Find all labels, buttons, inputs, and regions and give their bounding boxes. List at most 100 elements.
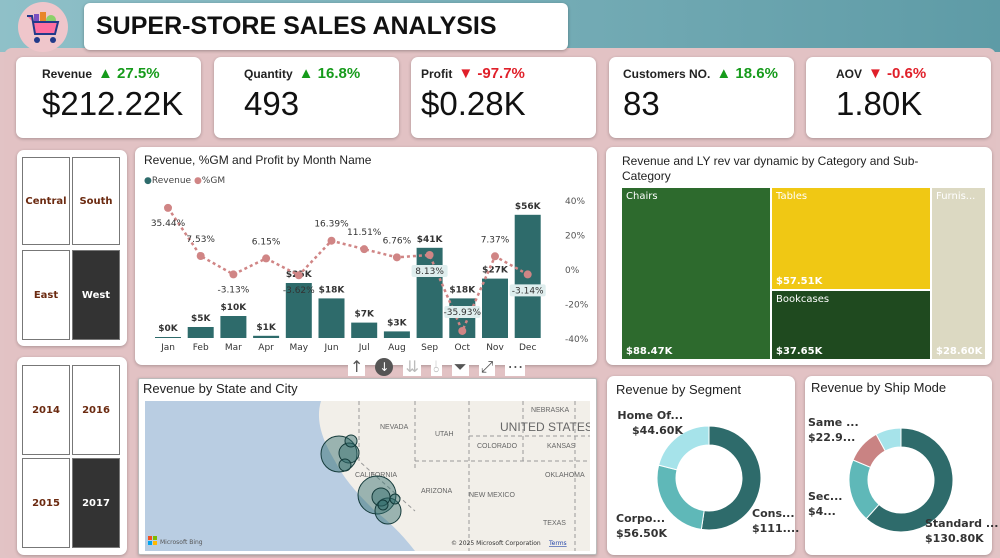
kpi-value: 493: [244, 85, 300, 122]
shipmode-donut-card: Revenue by Ship Mode Same ... $22.9... Se…: [805, 376, 998, 555]
map-label: UNITED STATES: [500, 420, 590, 434]
chart-legend: ●Revenue ●%GM: [144, 176, 226, 186]
focus-mode-icon[interactable]: ⤢: [478, 357, 496, 376]
y2-tick-label: 40%: [565, 197, 585, 207]
kpi-label: Revenue: [42, 67, 93, 81]
revenue-data-label: $1K: [256, 323, 277, 333]
kpi-revenue: Revenue ▲ 27.5% $212.22K: [16, 57, 201, 138]
legend-gm: %GM: [201, 176, 226, 186]
slice-label-home-office: Home Of... $44.60K: [617, 409, 683, 437]
x-tick-label: Feb: [193, 343, 209, 353]
kpi-label: Profit: [421, 67, 453, 81]
x-tick-label: Apr: [258, 343, 274, 353]
x-tick-label: Jun: [323, 343, 338, 353]
revenue-data-label: $18K: [319, 285, 346, 295]
treemap-tile-furnishings[interactable]: Furnis... $28.60K: [931, 187, 986, 360]
filter-icon[interactable]: ⏷: [451, 357, 469, 376]
segment-donut-card: Revenue by Segment Home Of... $44.60K Cor…: [607, 376, 799, 555]
slicer-item-central[interactable]: Central: [22, 157, 70, 245]
expand-next-level-icon[interactable]: ⇊: [403, 357, 421, 376]
gm-point: [294, 271, 303, 280]
revenue-data-label: $41K: [417, 235, 444, 245]
revenue-bar: [416, 247, 443, 338]
donut-slice: [848, 459, 880, 520]
gm-data-label: 11.51%: [347, 228, 382, 238]
y2-tick-label: 0%: [565, 266, 580, 276]
x-tick-label: Mar: [225, 343, 242, 353]
slicer-item-2015[interactable]: 2015: [22, 458, 70, 548]
map[interactable]: NEVADA UTAH COLORADO KANSAS NEBRASKA UNI…: [145, 401, 590, 551]
donut-slice: [865, 427, 954, 533]
revenue-bar: [383, 331, 410, 338]
map-label: NEW MEXICO: [469, 492, 515, 499]
chart-title: Revenue, %GM and Profit by Month Name: [144, 153, 372, 167]
kpi-change: ▼ -97.7%: [458, 65, 525, 82]
kpi-customers: Customers NO. ▲ 18.6% 83: [609, 57, 794, 138]
gm-data-label: -3.13%: [217, 285, 249, 295]
map-card: Revenue by State and City NEVADA UTAH CO…: [138, 378, 597, 555]
x-tick-label: Dec: [519, 343, 536, 353]
map-label: COLORADO: [477, 443, 518, 450]
treemap-title: Revenue and LY rev var dynamic by Catego…: [622, 154, 919, 183]
map-label: NEBRASKA: [531, 407, 569, 414]
gm-data-label: -35.93%: [444, 308, 482, 318]
map-label: OKLAHOMA: [545, 472, 585, 479]
segment-donut: [656, 425, 762, 531]
revenue-data-label: $18K: [449, 285, 476, 295]
slicer-item-2016[interactable]: 2016: [72, 365, 120, 455]
kpi-value: 1.80K: [836, 85, 923, 122]
map-label: KANSAS: [547, 443, 576, 450]
gm-point: [392, 253, 401, 262]
revenue-data-label: $7K: [354, 310, 375, 320]
gm-point: [229, 270, 238, 279]
map-copyright: © 2025 Microsoft Corporation: [451, 540, 541, 547]
slice-label-corporate: Corpo... $56.50K: [616, 512, 667, 540]
revenue-bar: [482, 278, 508, 338]
treemap-tile-chairs[interactable]: Chairs $88.47K: [621, 187, 771, 360]
x-tick-label: Jul: [358, 343, 370, 353]
x-tick-label: Aug: [388, 343, 406, 353]
y2-tick-label: -40%: [565, 335, 589, 345]
kpi-label: AOV: [836, 67, 863, 81]
map-bubble: [344, 434, 358, 448]
gm-point: [458, 326, 467, 335]
kpi-value: $0.28K: [421, 85, 526, 122]
slicer-item-east[interactable]: East: [22, 250, 70, 340]
gm-data-label: 6.76%: [383, 236, 412, 246]
gm-label-background: [444, 305, 481, 318]
map-bubble: [338, 442, 360, 464]
gm-point: [327, 236, 336, 245]
slicer-item-west[interactable]: West: [72, 250, 120, 340]
kpi-change: ▼ -0.6%: [868, 65, 927, 82]
map-terms-link[interactable]: Terms: [548, 540, 567, 547]
treemap-tile-tables[interactable]: Tables $57.51K: [771, 187, 931, 290]
kpi-label: Customers NO.: [623, 67, 711, 81]
y2-tick-label: -20%: [565, 301, 589, 311]
revenue-bar: [155, 337, 181, 338]
slicer-item-2017[interactable]: 2017: [72, 458, 120, 548]
x-tick-label: Nov: [486, 343, 504, 353]
gm-data-label: -3.62%: [283, 286, 315, 296]
slicer-item-2014[interactable]: 2014: [22, 365, 70, 455]
revenue-data-label: $3K: [387, 318, 408, 328]
gm-data-label: 8.13%: [415, 267, 444, 277]
gm-point: [164, 203, 172, 212]
drill-up-icon[interactable]: ↑: [348, 357, 366, 376]
slice-label-standard: Standard ... $130.80K: [925, 517, 999, 545]
drill-down-icon[interactable]: ↓: [375, 358, 394, 376]
x-tick-label: Oct: [455, 343, 471, 353]
treemap-tile-bookcases[interactable]: Bookcases $37.65K: [771, 290, 931, 360]
slice-label-second-class: Sec... $4...: [808, 490, 843, 518]
legend-revenue: Revenue: [151, 176, 192, 186]
gm-point: [425, 250, 434, 259]
revenue-bar: [318, 298, 345, 338]
slicer-item-south[interactable]: South: [72, 157, 120, 245]
expand-hierarchy-icon[interactable]: ⫰: [430, 357, 442, 376]
gm-data-label: 7.53%: [186, 235, 215, 245]
more-options-icon[interactable]: ⋯: [505, 357, 526, 376]
gm-data-label: 16.39%: [314, 220, 349, 230]
revenue-data-label: $5K: [191, 314, 212, 324]
donut-slice: [700, 425, 762, 531]
revenue-bar: [220, 316, 247, 338]
map-bubble: [338, 458, 352, 472]
